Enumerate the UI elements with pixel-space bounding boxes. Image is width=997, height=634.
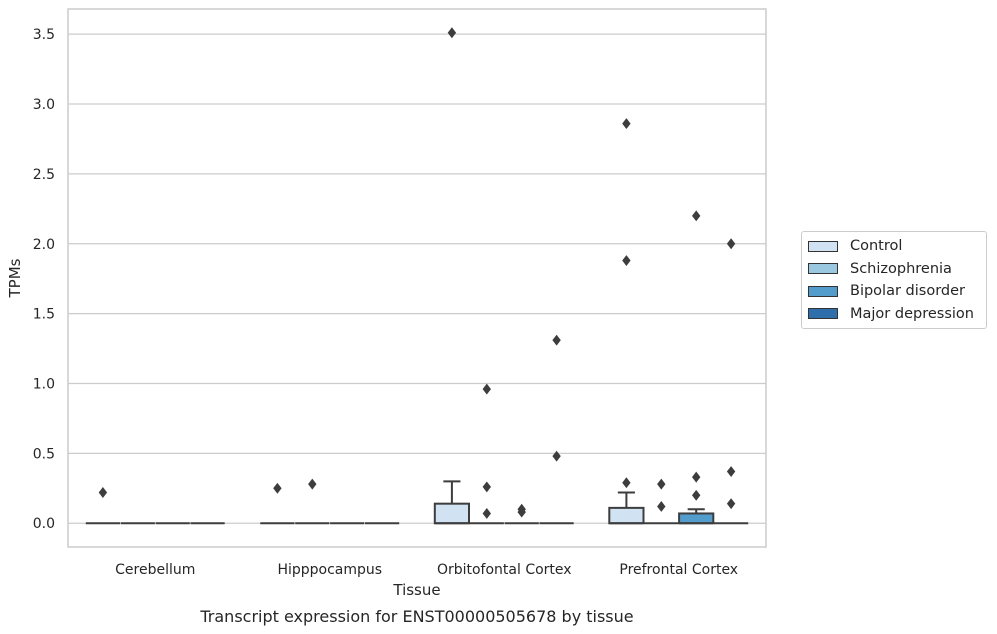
outlier-point [692, 210, 701, 222]
outlier-point [308, 478, 317, 490]
x-tick-label: Hipppocampus [277, 562, 382, 578]
outlier-point [726, 238, 736, 250]
outlier-point [482, 508, 491, 519]
outlier-point [622, 477, 631, 489]
x-tick-label: Prefrontal Cortex [619, 562, 738, 578]
y-tick-label: 3.5 [33, 27, 55, 43]
outlier-point [447, 27, 457, 39]
legend: Control Schizophrenia Bipolar disorder Majo… [801, 231, 987, 329]
outlier-point [692, 471, 701, 483]
legend-label: Control [850, 238, 903, 255]
outlier-point [98, 487, 108, 498]
y-tick-label: 0.5 [33, 446, 55, 462]
box-plots [85, 480, 749, 525]
y-tick-label: 2.5 [33, 167, 55, 183]
y-tick-labels: 0.0 0.5 1.0 1.5 2.0 2.5 3.0 3.5 [33, 27, 55, 532]
outlier-point [552, 334, 561, 346]
outlier-point [692, 489, 701, 501]
legend-swatch [808, 308, 838, 320]
outlier-point [517, 506, 526, 518]
outlier-points [98, 27, 736, 519]
box [608, 506, 645, 525]
legend-label: Schizophrenia [850, 260, 952, 277]
legend-item: Major depression [808, 303, 980, 326]
y-tick-label: 3.0 [33, 97, 55, 113]
box [678, 512, 715, 525]
x-tick-label: Cerebellum [115, 562, 195, 578]
box [433, 502, 471, 525]
outlier-point [657, 478, 666, 490]
y-tick-label: 2.0 [33, 237, 55, 253]
grid-lines [68, 33, 766, 524]
legend-item: Bipolar disorder [808, 280, 980, 303]
outlier-point [657, 501, 666, 512]
y-tick-label: 1.5 [33, 307, 55, 323]
legend-swatch [808, 285, 838, 297]
x-tick-labels: Cerebellum Hipppocampus Orbitofontal Corte… [115, 562, 738, 578]
y-tick-label: 1.0 [33, 377, 55, 393]
legend-swatch [808, 263, 838, 275]
outlier-point [482, 481, 491, 493]
outlier-point [273, 482, 282, 494]
y-tick-label: 0.0 [33, 516, 55, 532]
y-axis-label: TPMs [6, 258, 24, 298]
outlier-point [726, 498, 736, 510]
outlier-point [622, 255, 631, 266]
legend-label: Major depression [850, 305, 974, 322]
legend-label: Bipolar disorder [850, 283, 965, 300]
legend-swatch [808, 240, 838, 252]
x-tick-label: Orbitofontal Cortex [437, 562, 572, 578]
outlier-point [552, 450, 561, 462]
chart-caption: Transcript expression for ENST0000050567… [199, 607, 633, 626]
plot-frame [67, 8, 767, 548]
legend-item: Schizophrenia [808, 258, 980, 281]
x-axis-label: Tissue [392, 581, 440, 599]
outlier-point [482, 383, 491, 395]
outlier-point [622, 118, 631, 130]
outlier-point [726, 466, 736, 478]
legend-item: Control [808, 235, 980, 258]
